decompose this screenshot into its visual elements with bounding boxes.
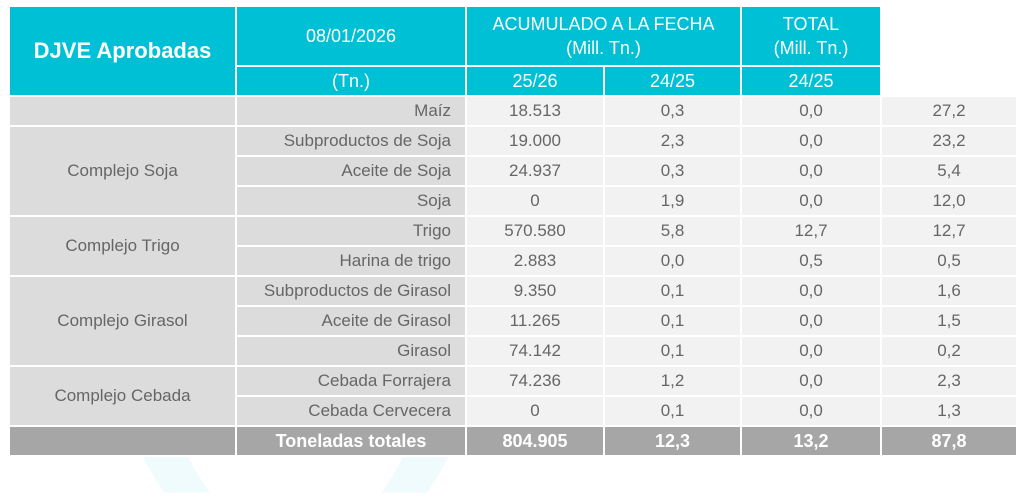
acum-2526-cell: 0,1 [602, 395, 743, 427]
table-row: Soja 0 1,9 0,0 12,0 [9, 185, 1019, 217]
group-cell [8, 95, 237, 127]
total-2425: 13,2 [740, 425, 883, 457]
product-cell: Maíz [235, 95, 467, 127]
table-row: Complejo Girasol Subproductos de Girasol 9… [8, 275, 1019, 367]
group-cell: Complejo Trigo [8, 215, 237, 277]
total-2425-cell: 23,2 [880, 125, 1019, 157]
group-cell: Complejo Soja [8, 125, 237, 217]
acum-2526-cell: 0,0 [602, 245, 743, 277]
acum-2526-cell: 0,1 [602, 335, 743, 367]
acum-label: ACUMULADO A LA FECHA [492, 14, 715, 34]
acum-2425-cell: 0,5 [740, 245, 883, 277]
table-row: Aceite de Girasol 11.265 0,1 0,0 1,5 [9, 305, 1019, 337]
total-2425-cell: 5,4 [880, 155, 1019, 187]
acum-2425-cell: 12,7 [740, 215, 883, 247]
total-2425-cell: 0,5 [880, 245, 1019, 277]
tonnes-cell: 0 [465, 185, 605, 217]
product-cell: Aceite de Girasol [235, 305, 467, 337]
product-cell: Harina de trigo [235, 245, 467, 277]
total-total: 87,8 [880, 425, 1019, 457]
date-header: 08/01/2026 [235, 5, 467, 67]
acum-2526-cell: 0,1 [602, 275, 743, 307]
acum-2526-cell: 5,8 [602, 215, 743, 247]
tonnes-cell: 0 [465, 395, 605, 427]
total-2425-cell: 1,6 [880, 275, 1019, 307]
table-row: Girasol 74.142 0,1 0,0 0,2 [9, 335, 1019, 367]
acum-2425-cell: 0,0 [740, 365, 883, 397]
product-cell: Cebada Forrajera [235, 365, 467, 397]
acum-2526-cell: 0,3 [602, 155, 743, 187]
acum-2526-cell: 2,3 [602, 125, 743, 157]
total-2425-cell: 1,5 [880, 305, 1019, 337]
tonnes-cell: 18.513 [465, 95, 605, 127]
acum-2425-cell: 0,0 [740, 125, 883, 157]
tonnes-cell: 19.000 [465, 125, 605, 157]
table-row: Cebada Cervecera 0 0,1 0,0 1,3 [9, 395, 1019, 427]
djve-table: DJVE Aprobadas 08/01/2026 ACUMULADO A LA… [8, 5, 1019, 457]
total-2425-cell: 12,7 [880, 215, 1019, 247]
product-cell: Subproductos de Girasol [235, 275, 467, 307]
total-row: Toneladas totales 804.905 12,3 13,2 87,8 [8, 425, 1019, 457]
total-header: TOTAL (Mill. Tn.) [740, 5, 883, 67]
group-cell: Complejo Girasol [8, 275, 237, 367]
acum-2425-cell: 0,0 [740, 95, 883, 127]
tonnes-cell: 24.937 [465, 155, 605, 187]
table-row: Complejo Trigo Trigo 570.580 5,8 12,7 12,7 [8, 215, 1019, 277]
total-label: TOTAL [782, 14, 840, 34]
acum-2425-cell: 0,0 [740, 275, 883, 307]
table-row: Aceite de Soja 24.937 0,3 0,0 5,4 [9, 155, 1019, 187]
total-2526: 12,3 [602, 425, 743, 457]
tonnes-cell: 11.265 [465, 305, 605, 337]
tonnes-cell: 9.350 [465, 275, 605, 307]
total-label: Toneladas totales [235, 425, 467, 457]
table-row: Harina de trigo 2.883 0,0 0,5 0,5 [9, 245, 1019, 277]
table-title: DJVE Aprobadas [8, 5, 237, 97]
table-row: Complejo Soja Subproductos de Soja 19.000 2… [8, 125, 1019, 217]
total-2425-cell: 0,2 [880, 335, 1019, 367]
group-cell: Complejo Cebada [8, 365, 237, 427]
table-row: Complejo Cebada Cebada Forrajera 74.236 1,2… [8, 365, 1019, 427]
total-2425-cell: 1,3 [880, 395, 1019, 427]
tonnes-cell: 570.580 [465, 215, 605, 247]
acum-2425-cell: 0,0 [740, 305, 883, 337]
product-cell: Aceite de Soja [235, 155, 467, 187]
acum-2425-cell: 0,0 [740, 395, 883, 427]
tonnes-cell: 2.883 [465, 245, 605, 277]
acum-2425-cell: 0,0 [740, 335, 883, 367]
total-2425-cell: 2,3 [880, 365, 1019, 397]
col-2425: 24/25 [602, 65, 743, 97]
col-2526: 25/26 [465, 65, 605, 97]
product-cell: Subproductos de Soja [235, 125, 467, 157]
acum-2425-cell: 0,0 [740, 155, 883, 187]
col-total-2425: 24/25 [740, 65, 883, 97]
product-cell: Girasol [235, 335, 467, 367]
product-cell: Soja [235, 185, 467, 217]
tonnes-cell: 74.142 [465, 335, 605, 367]
acum-header: ACUMULADO A LA FECHA (Mill. Tn.) [464, 5, 743, 67]
total-tn: 804.905 [465, 425, 605, 457]
acum-2425-cell: 0,0 [740, 185, 883, 217]
acum-2526-cell: 1,9 [602, 185, 743, 217]
total-2425-cell: 12,0 [880, 185, 1019, 217]
product-cell: Trigo [235, 215, 467, 247]
total-unit: (Mill. Tn.) [773, 38, 849, 58]
table-row: Maíz 18.513 0,3 0,0 27,2 [8, 95, 1019, 127]
acum-2526-cell: 1,2 [602, 365, 743, 397]
total-blank [8, 425, 237, 457]
acum-2526-cell: 0,1 [602, 305, 743, 337]
acum-unit: (Mill. Tn.) [566, 38, 641, 58]
product-cell: Cebada Cervecera [235, 395, 467, 427]
acum-2526-cell: 0,3 [602, 95, 743, 127]
date-unit: (Tn.) [235, 65, 467, 97]
total-2425-cell: 27,2 [880, 95, 1019, 127]
tonnes-cell: 74.236 [465, 365, 605, 397]
